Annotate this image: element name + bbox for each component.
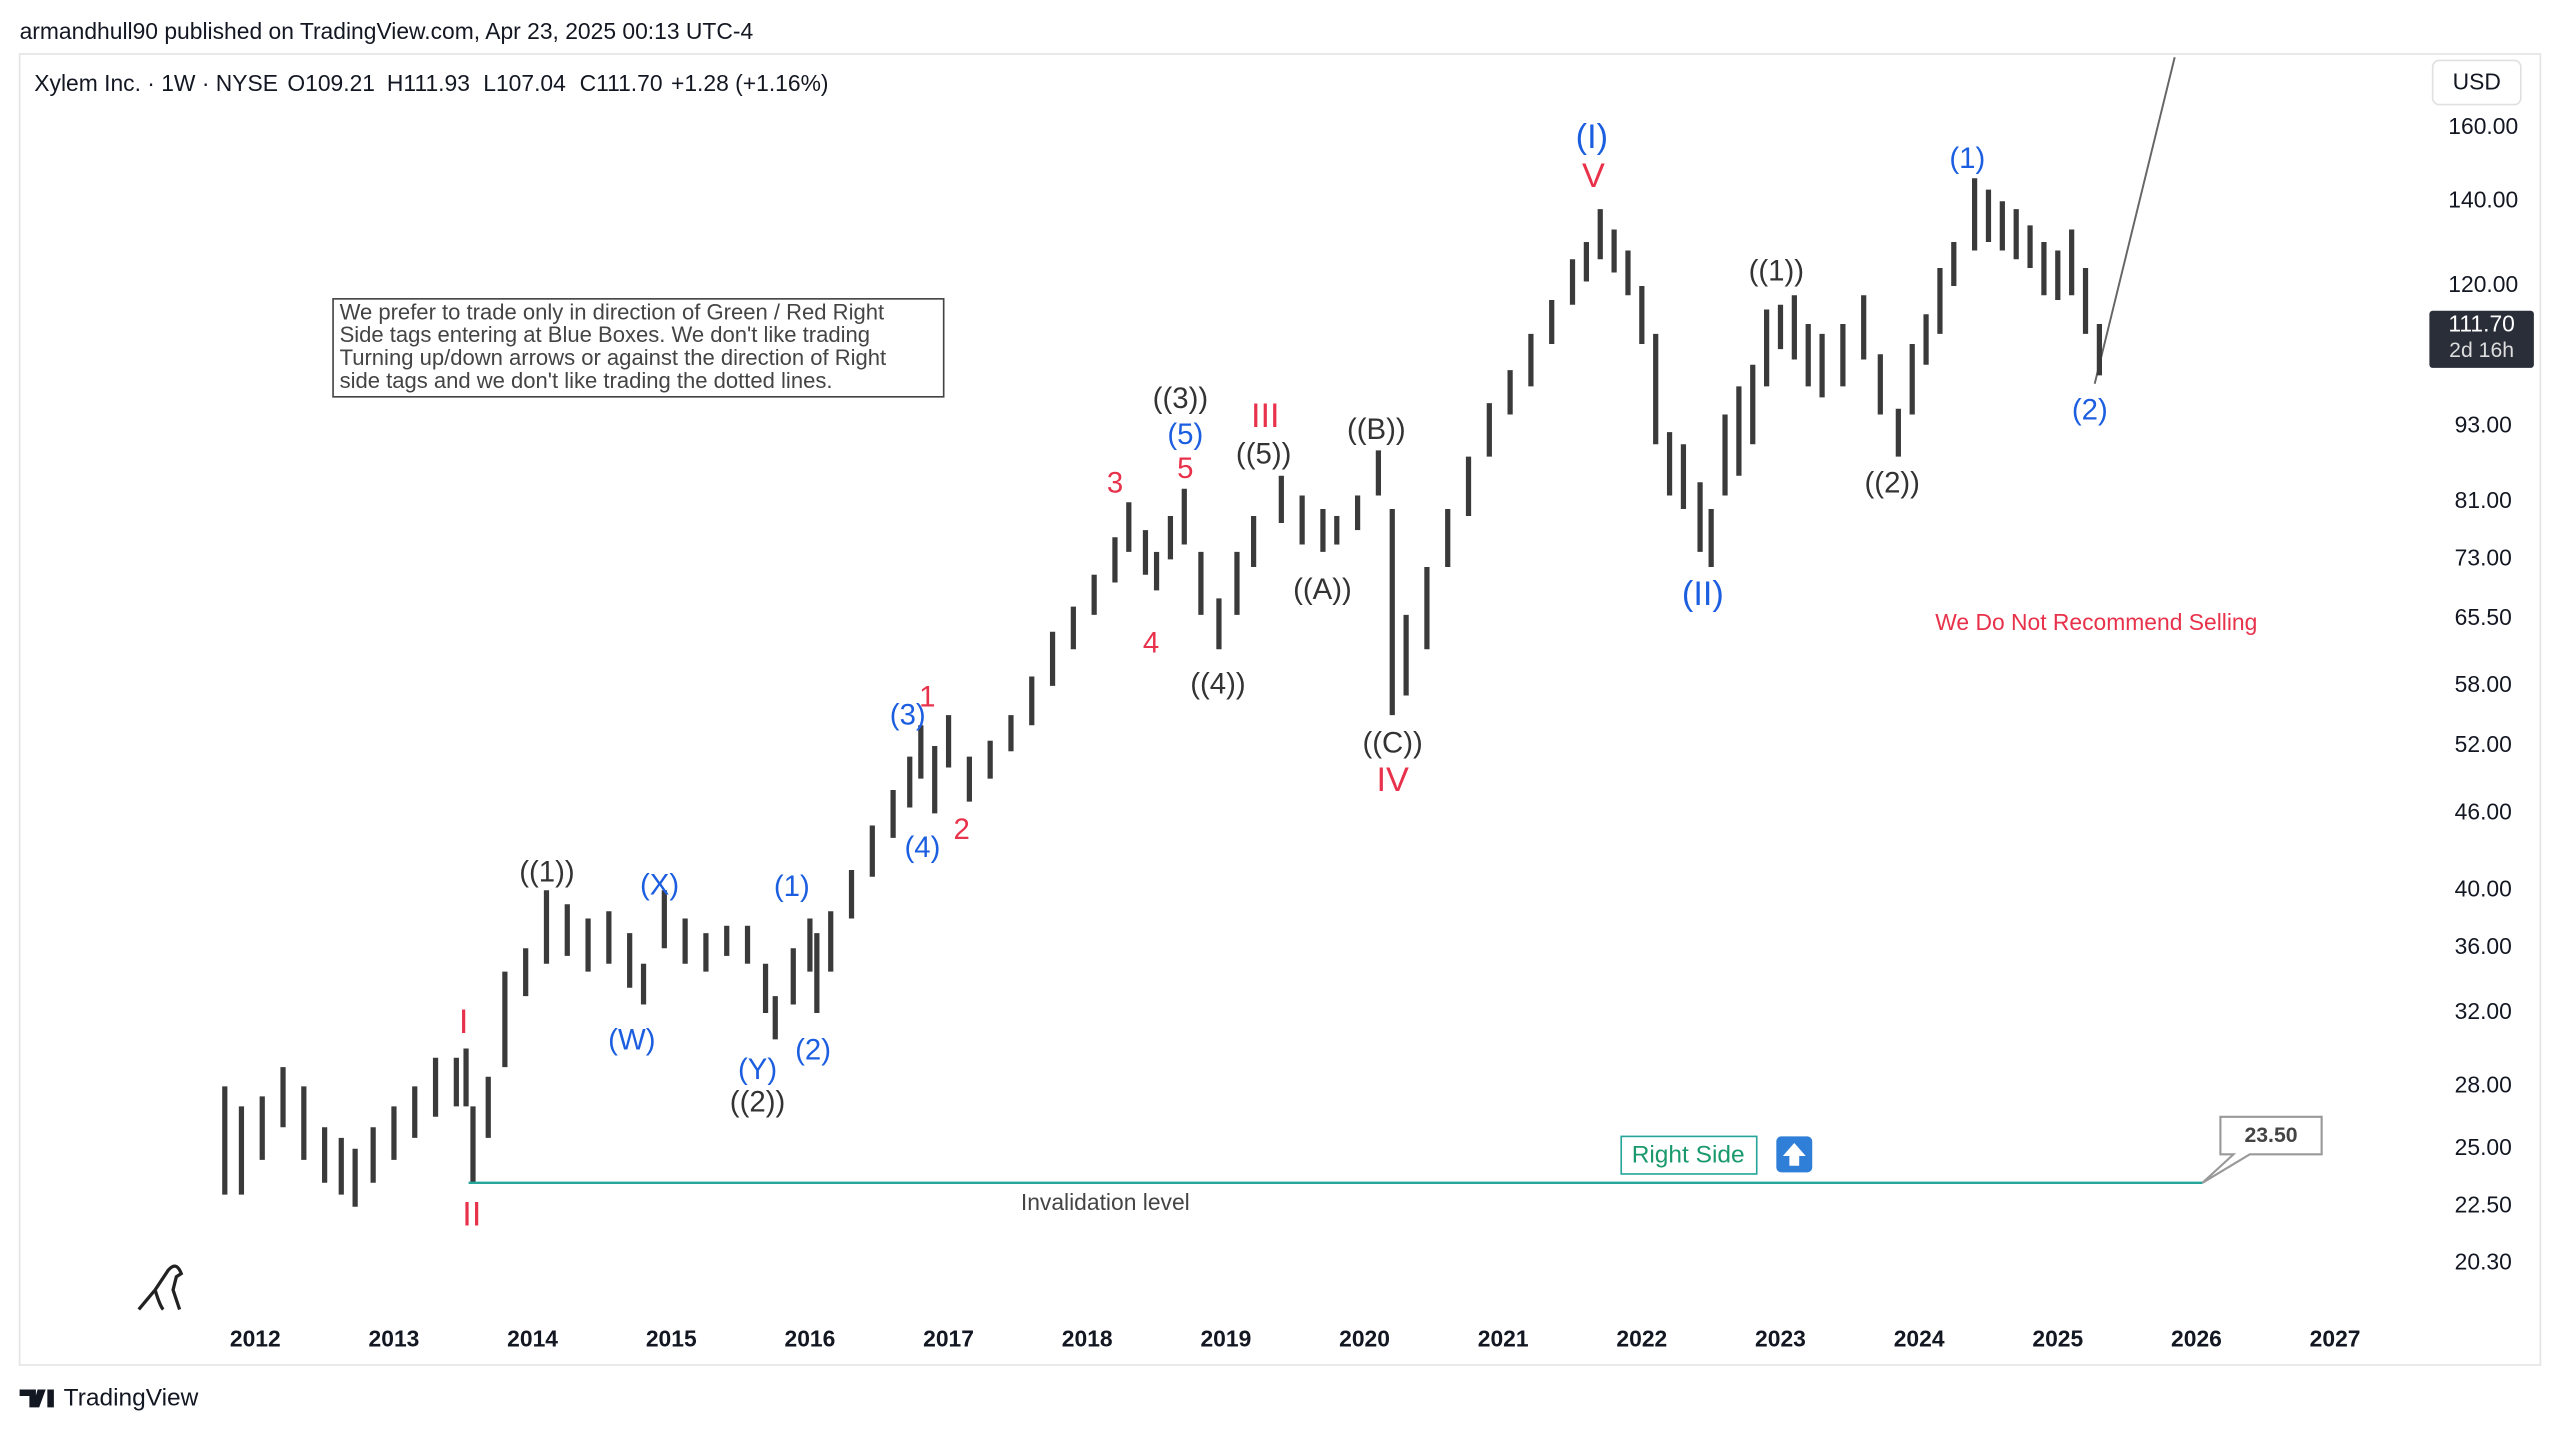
y-tick-label: 120.00 — [2448, 271, 2518, 297]
y-tick-label: 52.00 — [2455, 731, 2512, 757]
wave-label: V — [1582, 157, 1605, 195]
wave-label: 3 — [1107, 467, 1123, 500]
note-line: Side tags entering at Blue Boxes. We don… — [340, 322, 870, 347]
dino-logo — [137, 1264, 184, 1311]
wave-label: ((B)) — [1347, 413, 1406, 446]
wave-label: (5) — [1167, 418, 1203, 451]
y-tick-label: 140.00 — [2448, 186, 2518, 212]
y-tick-label: 81.00 — [2455, 487, 2512, 513]
note-line: Turning up/down arrows or against the di… — [340, 345, 887, 370]
wave-label: IV — [1376, 761, 1409, 799]
wave-label: (W) — [608, 1023, 655, 1056]
y-tick-label: 65.50 — [2455, 604, 2512, 630]
wave-label: ((2)) — [1865, 467, 1920, 500]
callout-box — [2201, 1115, 2323, 1184]
y-tick-label: 36.00 — [2455, 933, 2512, 959]
x-tick-label: 2019 — [1200, 1326, 1251, 1352]
chart-frame — [18, 53, 2542, 1366]
y-tick-label: 46.00 — [2455, 798, 2512, 824]
wave-label: ((C)) — [1362, 726, 1422, 759]
wave-label: III — [1251, 397, 1280, 435]
wave-label: ((1)) — [519, 855, 574, 888]
wave-label: 5 — [1177, 452, 1193, 485]
x-tick-label: 2024 — [1894, 1326, 1945, 1352]
countdown-label: 2d 16h — [2449, 339, 2514, 362]
wave-label: I — [459, 1003, 469, 1041]
currency-box[interactable] — [2431, 59, 2522, 106]
ohlc-open: O109.21 — [287, 70, 375, 96]
note-line: We prefer to trade only in direction of … — [340, 299, 885, 324]
wave-label: 4 — [1143, 627, 1159, 660]
y-tick-label: 20.30 — [2455, 1248, 2512, 1274]
y-tick-label: 40.00 — [2455, 875, 2512, 901]
ohlc-high: H111.93 — [387, 70, 470, 96]
ohlc-close: C111.70 — [580, 70, 663, 96]
y-tick-label: 73.00 — [2455, 544, 2512, 570]
invalidation-text: Invalidation level — [1021, 1189, 1190, 1215]
published-line: armandhull90 published on TradingView.co… — [20, 18, 754, 44]
x-tick-label: 2022 — [1616, 1326, 1667, 1352]
last-price-label: 111.70 — [2448, 311, 2514, 337]
y-tick-label: 25.00 — [2455, 1134, 2512, 1160]
wave-label: ((4)) — [1190, 668, 1245, 701]
wave-label: (1) — [1949, 142, 1985, 175]
y-tick-label: 28.00 — [2455, 1071, 2512, 1097]
footer-brand: TradingView — [64, 1385, 199, 1412]
last-price-tag — [2429, 310, 2534, 368]
x-tick-label: 2014 — [507, 1326, 558, 1352]
x-tick-label: 2020 — [1339, 1326, 1390, 1352]
note-line: side tags and we don't like trading the … — [340, 368, 833, 393]
x-tick-label: 2026 — [2171, 1326, 2222, 1352]
wave-label: ((1)) — [1749, 255, 1804, 288]
x-tick-label: 2016 — [785, 1326, 836, 1352]
wave-label: ((2)) — [730, 1086, 785, 1119]
y-tick-label: 32.00 — [2455, 998, 2512, 1024]
y-tick-label: 22.50 — [2455, 1192, 2512, 1218]
wave-label: 1 — [919, 681, 935, 714]
wave-label: (X) — [640, 868, 679, 901]
wave-label: II — [462, 1195, 481, 1233]
wave-label: (I) — [1576, 118, 1608, 156]
wave-label: (II) — [1682, 575, 1724, 613]
wave-label: 2 — [953, 813, 969, 846]
ohlc-change: +1.28 (+1.16%) — [671, 70, 828, 96]
wave-label: (3) — [890, 699, 926, 732]
x-tick-label: 2021 — [1478, 1326, 1529, 1352]
up-arrow — [1782, 1142, 1806, 1166]
footer-logo — [19, 1389, 54, 1408]
right-side-label: Right Side — [1632, 1141, 1745, 1168]
wave-label: (2) — [2072, 393, 2108, 426]
wave-label: ((3)) — [1153, 382, 1208, 415]
x-tick-label: 2025 — [2032, 1326, 2083, 1352]
x-tick-label: 2015 — [646, 1326, 697, 1352]
wave-label: (1) — [774, 870, 810, 903]
note-box — [332, 298, 945, 398]
y-tick-label: 160.00 — [2448, 113, 2518, 139]
x-tick-label: 2017 — [923, 1326, 974, 1352]
symbol: Xylem Inc. · 1W · NYSE — [34, 70, 278, 96]
x-tick-label: 2023 — [1755, 1326, 1806, 1352]
y-tick-label: 93.00 — [2455, 411, 2512, 437]
right-side-box — [1620, 1135, 1758, 1175]
wave-label: (4) — [904, 831, 940, 864]
wave-label: (2) — [795, 1033, 831, 1066]
projection-line — [2093, 56, 2176, 384]
callout-label: 23.50 — [2244, 1124, 2297, 1147]
wave-label: ((A)) — [1293, 573, 1352, 606]
x-tick-label: 2012 — [230, 1326, 281, 1352]
wave-label: ((5)) — [1236, 437, 1291, 470]
currency[interactable]: USD — [2453, 68, 2501, 94]
x-tick-label: 2027 — [2310, 1326, 2361, 1352]
wave-label: (Y) — [738, 1053, 777, 1086]
y-tick-label: 58.00 — [2455, 671, 2512, 697]
x-tick-label: 2018 — [1062, 1326, 1113, 1352]
recommendation: We Do Not Recommend Selling — [1935, 609, 2257, 635]
ohlc-low: L107.04 — [483, 70, 566, 96]
x-tick-label: 2013 — [369, 1326, 420, 1352]
